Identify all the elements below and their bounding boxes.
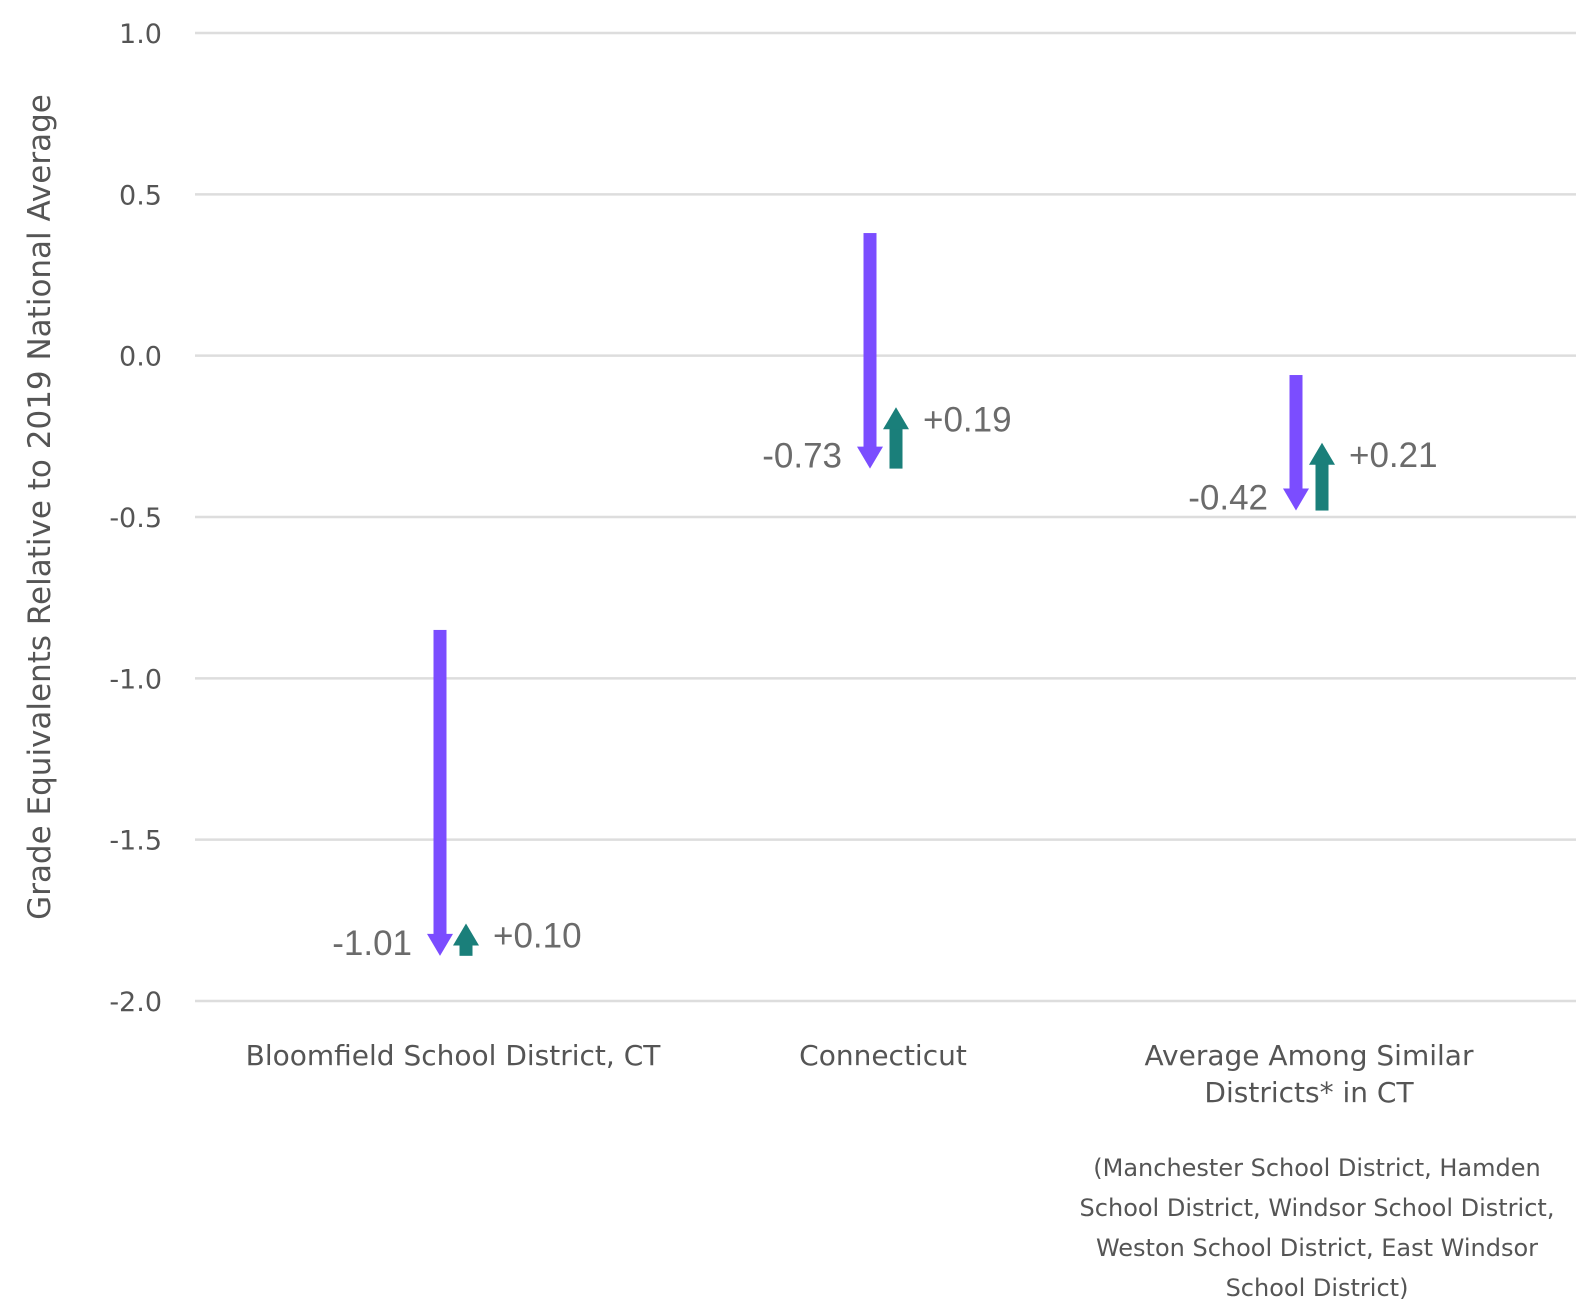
recovery-arrow-shaft bbox=[459, 944, 473, 956]
chart-marks: -1.01 +0.10 -0.73 +0.19 -0.42 +0.21 bbox=[332, 233, 1438, 963]
recovery-arrow-head bbox=[1309, 442, 1335, 465]
gridlines bbox=[195, 31, 1576, 1003]
recovery-arrow-head bbox=[883, 407, 909, 430]
category-label: Average Among Similar bbox=[1145, 1039, 1474, 1072]
recovery-value-label: +0.19 bbox=[923, 400, 1012, 439]
y-axis-label: Grade Equivalents Relative to 2019 Natio… bbox=[22, 94, 58, 920]
y-axis-ticks: 1.0 0.5 0.0 -0.5 -1.0 -1.5 -2.0 bbox=[109, 19, 162, 1018]
decline-arrow-shaft bbox=[433, 629, 447, 935]
category-note: School District) bbox=[1226, 1274, 1409, 1302]
recovery-value-label: +0.10 bbox=[493, 917, 582, 956]
decline-arrow-shaft bbox=[863, 233, 877, 448]
category-note: (Manchester School District, Hamden bbox=[1093, 1154, 1540, 1182]
recovery-arrow-head bbox=[453, 923, 479, 946]
recovery-arrow-shaft bbox=[889, 428, 903, 469]
category-note: Weston School District, East Windsor bbox=[1096, 1234, 1538, 1262]
recovery-arrow-shaft bbox=[1315, 463, 1329, 511]
decline-value-label: -0.73 bbox=[762, 437, 842, 476]
y-tick-label: 0.0 bbox=[119, 342, 162, 373]
decline-value-label: -0.42 bbox=[1188, 479, 1268, 518]
recovery-value-label: +0.21 bbox=[1349, 436, 1438, 475]
category-labels: Bloomfield School District, CT Connecticu… bbox=[246, 1039, 1555, 1302]
y-tick-label: -1.0 bbox=[109, 664, 162, 695]
category-label: Districts* in CT bbox=[1204, 1076, 1414, 1109]
y-tick-label: -2.0 bbox=[109, 987, 162, 1018]
y-tick-label: -0.5 bbox=[109, 503, 162, 534]
decline-arrow-shaft bbox=[1289, 375, 1303, 490]
y-tick-label: 0.5 bbox=[119, 180, 162, 211]
decline-value-label: -1.01 bbox=[332, 924, 412, 963]
y-tick-label: -1.5 bbox=[109, 826, 162, 857]
decline-arrow-head bbox=[857, 446, 883, 469]
decline-arrow-head bbox=[427, 933, 453, 956]
category-label: Bloomfield School District, CT bbox=[246, 1039, 662, 1072]
decline-arrow-head bbox=[1283, 488, 1309, 511]
category-note: School District, Windsor School District… bbox=[1080, 1194, 1555, 1222]
category-label: Connecticut bbox=[799, 1039, 967, 1072]
y-tick-label: 1.0 bbox=[119, 19, 162, 50]
